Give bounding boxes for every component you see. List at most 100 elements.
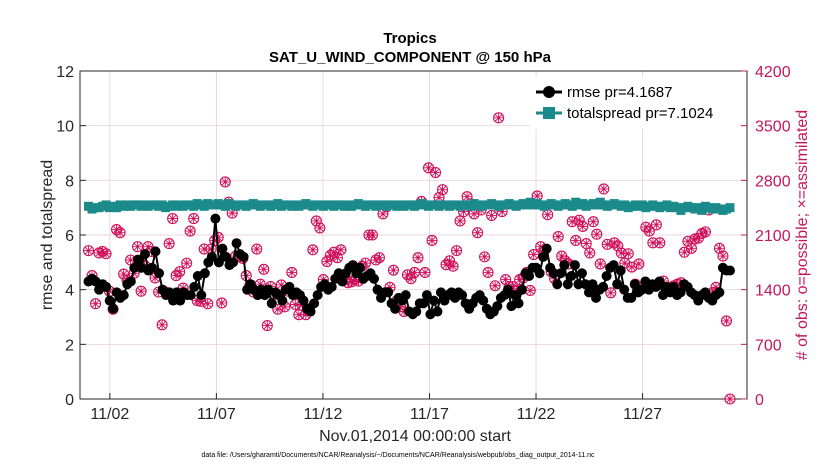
rmse-point [175, 295, 186, 306]
rmse-point [569, 260, 580, 271]
rmse-point [390, 303, 401, 314]
obs-point [489, 280, 501, 292]
rmse-point [312, 290, 323, 301]
rmse-point [675, 287, 686, 298]
y-left-tick-label: 10 [56, 119, 74, 136]
obs-point [552, 231, 564, 243]
rmse-point [421, 290, 432, 301]
rmse-point [277, 295, 288, 306]
obs-point [387, 264, 400, 276]
rmse-point [619, 284, 630, 295]
obs-point [219, 176, 231, 188]
rmse-point [101, 281, 112, 292]
rmse-point [548, 268, 559, 279]
rmse-point [228, 257, 239, 268]
rmse-point [150, 246, 161, 257]
y-left-tick-label: 2 [65, 337, 74, 354]
rmse-point [326, 281, 337, 292]
obs-point [650, 219, 662, 231]
obs-point [447, 260, 459, 272]
y-left-tick-label: 6 [65, 228, 74, 245]
legend-totalspread-marker [543, 107, 555, 119]
rmse-point [608, 260, 619, 271]
obs-point [251, 243, 263, 255]
y-axis-left-label: rmse and totalspread [39, 160, 56, 310]
rmse-point [562, 279, 573, 290]
obs-point [654, 237, 666, 249]
rmse-point [231, 238, 242, 249]
obs-point [156, 319, 168, 331]
rmse-point [168, 295, 179, 306]
x-axis-label: Nov.01,2014 00:00:00 start [319, 428, 511, 445]
rmse-point [309, 298, 320, 309]
rmse-point [298, 295, 309, 306]
obs-point [626, 261, 638, 273]
rmse-point [626, 292, 637, 303]
y-right-tick-label: 2800 [755, 173, 791, 190]
obs-point [408, 266, 421, 279]
obs-point [643, 225, 655, 237]
obs-point [479, 251, 491, 263]
rmse-point [171, 287, 182, 298]
chart-title: Tropics [383, 30, 436, 47]
rmse-point [146, 262, 157, 273]
rmse-point [587, 279, 598, 290]
rmse-point [418, 298, 429, 309]
rmse-point [555, 268, 566, 279]
x-tick-label: 11/27 [623, 406, 662, 423]
obs-point [310, 215, 322, 227]
rmse-point [189, 281, 200, 292]
rmse-point [132, 254, 143, 265]
rmse-point [154, 268, 165, 279]
obs-point [163, 238, 175, 250]
rmse-point [206, 251, 217, 262]
obs-point [584, 247, 596, 259]
obs-point [96, 245, 109, 257]
rmse-point [566, 271, 577, 281]
obs-point [622, 248, 634, 260]
y-right-tick-label: 3500 [755, 119, 791, 136]
rmse-point [517, 284, 528, 295]
rmse-point [139, 249, 150, 260]
rmse-point [125, 276, 136, 287]
obs-point [612, 240, 624, 252]
x-tick-label: 11/07 [197, 406, 236, 423]
rmse-point [305, 306, 316, 317]
obs-point [419, 266, 431, 279]
obs-point [167, 213, 179, 225]
obs-point [570, 234, 582, 247]
obs-point [114, 227, 126, 239]
obs-point [174, 266, 186, 278]
rmse-point [601, 271, 612, 281]
obs-point [412, 252, 424, 264]
data-file-note: data file: /Users/gharamti/Documents/NCA… [201, 452, 595, 459]
rmse-point [108, 303, 119, 314]
rmse-point [534, 268, 545, 279]
rmse-point [104, 295, 115, 306]
obs-point [436, 184, 449, 196]
rmse-point [457, 290, 468, 301]
obs-point [286, 266, 298, 279]
obs-point [184, 225, 196, 237]
y-right-tick-label: 700 [755, 337, 782, 354]
obs-point [422, 162, 435, 174]
rmse-point [238, 251, 249, 262]
rmse-point [333, 268, 344, 279]
obs-point [89, 298, 102, 310]
y-axis-right-ticks: 0 700 1400 2100 2800 3500 4200 [741, 64, 791, 409]
rmse-point [612, 279, 623, 290]
obs-point [202, 298, 214, 310]
obs-point [118, 268, 130, 280]
rmse-point [714, 287, 725, 298]
obs-point [373, 252, 385, 264]
rmse-point [654, 276, 665, 287]
obs-point [580, 238, 592, 250]
obs-point [261, 320, 273, 332]
rmse-point [400, 290, 411, 301]
obs-point [82, 245, 95, 257]
obs-point [366, 229, 378, 241]
obs-point [451, 245, 463, 257]
rmse-point [217, 243, 228, 254]
rmse-point [432, 306, 443, 317]
